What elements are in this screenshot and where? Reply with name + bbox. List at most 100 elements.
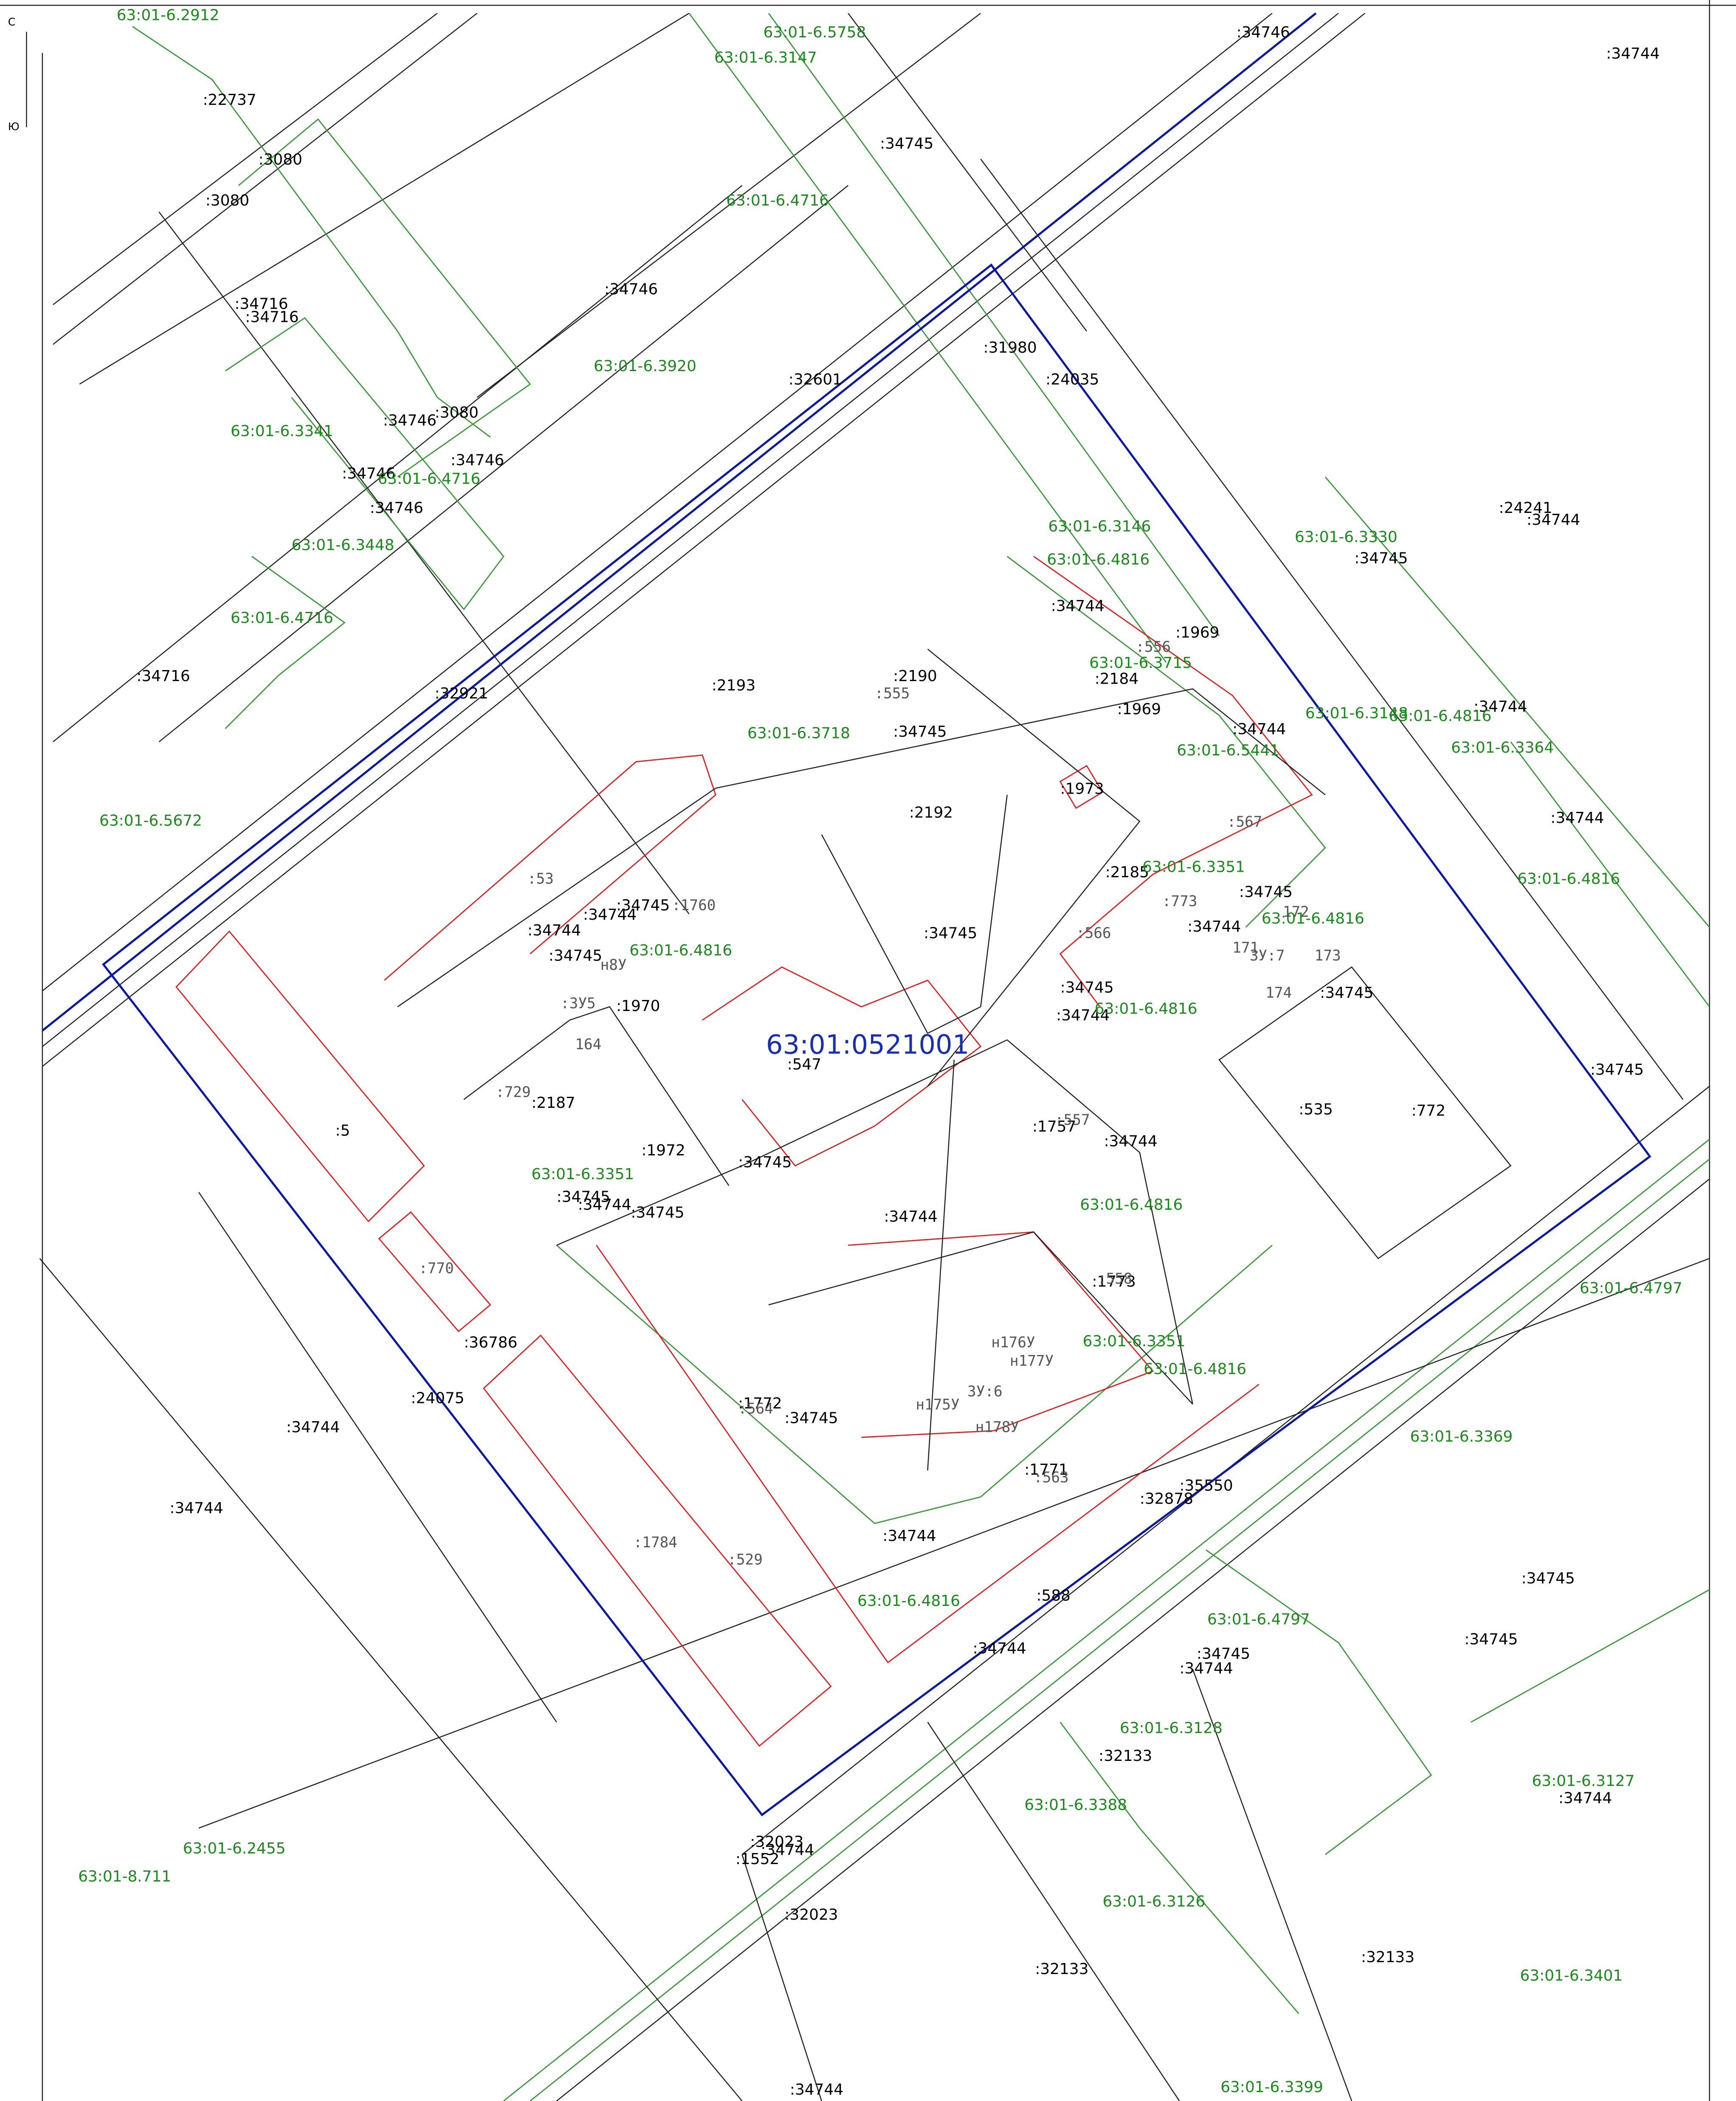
black-label: :34744 <box>761 1841 814 1859</box>
green-label: 63:01-6.4816 <box>857 1592 960 1610</box>
green-label: 63:01-6.3351 <box>531 1166 634 1183</box>
green-label: 63:01-6.2455 <box>183 1840 286 1857</box>
green-label: 63:01-6.3401 <box>1520 1967 1623 1985</box>
black-label: :34745 <box>616 897 670 914</box>
black-label: :1972 <box>641 1142 685 1159</box>
black-label: :34744 <box>286 1419 340 1436</box>
black-label: :2184 <box>1095 670 1139 687</box>
black-label: :36786 <box>464 1334 517 1351</box>
black-label: :1973 <box>1060 780 1104 797</box>
green-label: 63:01-6.4816 <box>1389 707 1491 725</box>
black-label: :34745 <box>880 135 933 152</box>
gray-label: :1760 <box>672 897 716 914</box>
black-label: :34744 <box>527 922 581 939</box>
gray-label: н178У <box>975 1419 1019 1436</box>
black-label: :34746 <box>370 499 423 517</box>
gray-label: :567 <box>1227 814 1263 831</box>
black-label: :32921 <box>435 685 488 702</box>
gray-label: :770 <box>419 1260 454 1277</box>
gray-label: 164 <box>575 1036 601 1053</box>
black-label: :24035 <box>1046 371 1099 388</box>
page: {"compass":["С","Ю"], "map_label":"63:01… <box>0 0 1736 2101</box>
compass-north: С <box>8 16 15 28</box>
black-label: :24075 <box>411 1390 464 1407</box>
black-label: :34716 <box>245 309 299 326</box>
gray-label: :773 <box>1162 893 1198 910</box>
gray-label: н177У <box>1010 1353 1054 1370</box>
green-label: 63:01-6.4797 <box>1207 1611 1310 1628</box>
black-label: :34744 <box>1187 918 1241 935</box>
green-label: 63:01-6.4716 <box>378 470 480 487</box>
black-label: :34745 <box>1464 1631 1518 1648</box>
black-label: :34745 <box>1060 979 1113 996</box>
black-label: :34744 <box>1104 1132 1157 1150</box>
black-label: :2193 <box>712 677 755 694</box>
black-label: :35550 <box>1179 1477 1233 1494</box>
black-label: :3080 <box>259 151 302 168</box>
green-label: 63:01-6.3369 <box>1410 1428 1513 1445</box>
black-label: :34716 <box>136 667 190 685</box>
black-label: :34745 <box>1521 1570 1575 1587</box>
black-label: :34746 <box>383 412 437 429</box>
black-label: :34744 <box>1232 721 1286 738</box>
gray-label: 173 <box>1315 947 1341 964</box>
green-label: 63:01-6.4816 <box>1517 870 1620 888</box>
green-label: 63:01-6.4816 <box>1262 910 1364 927</box>
black-label: :34744 <box>882 1527 936 1545</box>
green-label: 63:01-6.4797 <box>1580 1280 1682 1297</box>
black-label: :34744 <box>1051 597 1105 615</box>
gray-label: :ЗУ5 <box>561 995 596 1012</box>
green-label: 63:01-6.3364 <box>1451 739 1554 757</box>
black-label: :34744 <box>578 1196 631 1214</box>
black-label: :34744 <box>790 2081 843 2098</box>
black-label: :1970 <box>616 997 660 1015</box>
black-label: :32133 <box>1361 1949 1415 1966</box>
black-label: :31980 <box>983 339 1037 357</box>
gray-label: :557 <box>1055 1112 1090 1129</box>
gray-label: 171 <box>1232 939 1259 956</box>
black-label: :34745 <box>549 947 602 964</box>
black-label: :34744 <box>884 1208 937 1225</box>
green-label: 63:01-6.3146 <box>1048 518 1151 535</box>
green-label: 63:01-6.4716 <box>231 609 333 627</box>
black-label: :34745 <box>893 723 947 741</box>
black-label: :2192 <box>909 804 953 822</box>
green-label: 63:01-6.3351 <box>1083 1332 1186 1350</box>
black-label: :34744 <box>1606 45 1660 62</box>
green-label: 63:01-6.4816 <box>629 942 732 959</box>
gray-label: 174 <box>1265 984 1292 1001</box>
green-label: 63:01-6.3399 <box>1220 2078 1323 2096</box>
black-label: :535 <box>1299 1101 1333 1118</box>
green-label: 63:01-6.2912 <box>117 6 220 24</box>
gray-label: :566 <box>1076 925 1111 942</box>
black-label: :34746 <box>451 452 504 469</box>
black-label: :32601 <box>789 371 842 388</box>
black-label: :2187 <box>531 1094 575 1112</box>
black-label: :34745 <box>1354 550 1408 567</box>
black-label: :2190 <box>893 667 937 685</box>
black-label: :3080 <box>206 192 249 209</box>
gray-label: :1784 <box>634 1534 677 1551</box>
green-label: 63:01-6.3126 <box>1102 1893 1205 1910</box>
black-label: :34745 <box>1320 984 1373 1002</box>
gray-label: 172 <box>1283 904 1309 921</box>
gray-label: :729 <box>496 1084 531 1101</box>
black-label: :34746 <box>604 281 658 298</box>
black-label: :32133 <box>1099 1747 1152 1765</box>
black-label: :32023 <box>784 1906 838 1924</box>
black-label: :34745 <box>738 1154 792 1171</box>
gray-label: :53 <box>527 870 554 887</box>
black-label: :34744 <box>169 1499 223 1517</box>
green-label: 63:01-6.4816 <box>1095 1000 1198 1017</box>
black-label: :34744 <box>1558 1790 1612 1807</box>
green-label: 63:01-6.5441 <box>1177 742 1279 759</box>
gray-label: :563 <box>1034 1469 1069 1486</box>
black-label: :34745 <box>784 1409 838 1427</box>
black-label: :34744 <box>1527 511 1580 529</box>
gray-label: н8У <box>600 957 627 974</box>
green-label: 63:01-6.5672 <box>99 812 202 829</box>
green-label: 63:01-6.4816 <box>1080 1196 1183 1214</box>
black-label: :34744 <box>1550 809 1604 827</box>
black-label: :547 <box>787 1056 822 1073</box>
gray-label: ЗУ:6 <box>967 1383 1003 1400</box>
